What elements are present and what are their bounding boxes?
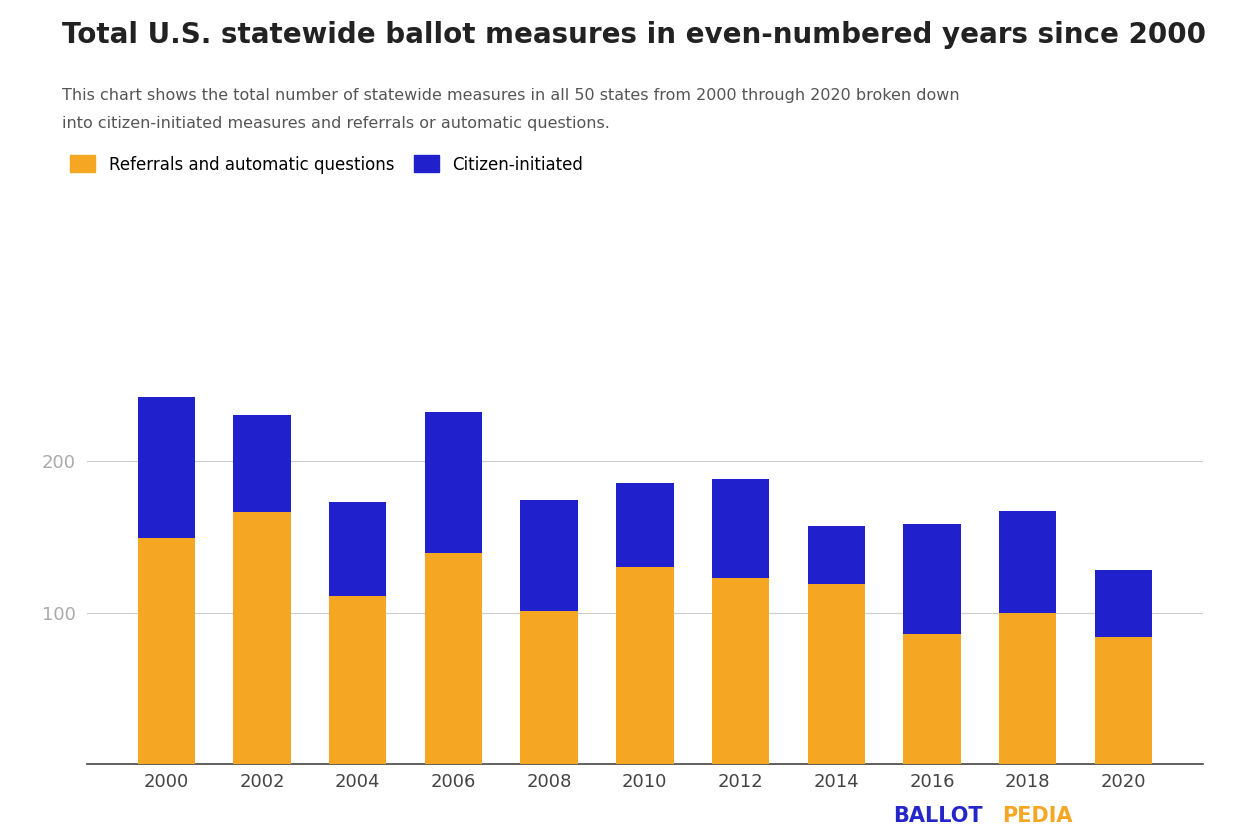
Text: BALLOT: BALLOT — [893, 806, 982, 826]
Bar — [616, 567, 673, 764]
Bar — [138, 397, 195, 538]
Text: into citizen-initiated measures and referrals or automatic questions.: into citizen-initiated measures and refe… — [62, 116, 610, 131]
Bar — [424, 412, 482, 554]
Text: PEDIA: PEDIA — [1002, 806, 1073, 826]
Text: This chart shows the total number of statewide measures in all 50 states from 20: This chart shows the total number of sta… — [62, 88, 960, 103]
Bar — [521, 500, 578, 611]
Bar — [999, 511, 1056, 612]
Bar — [712, 578, 769, 764]
Bar — [807, 584, 866, 764]
Bar — [999, 612, 1056, 764]
Bar — [1095, 570, 1152, 637]
Bar — [138, 538, 195, 764]
Bar — [712, 479, 769, 578]
Legend: Referrals and automatic questions, Citizen-initiated: Referrals and automatic questions, Citiz… — [71, 155, 583, 174]
Bar — [1095, 637, 1152, 764]
Bar — [329, 596, 387, 764]
Bar — [807, 526, 866, 584]
Bar — [616, 484, 673, 567]
Bar — [424, 554, 482, 764]
Bar — [903, 524, 961, 634]
Bar — [233, 415, 290, 512]
Text: Total U.S. statewide ballot measures in even-numbered years since 2000: Total U.S. statewide ballot measures in … — [62, 21, 1207, 49]
Bar — [903, 634, 961, 764]
Bar — [329, 501, 387, 596]
Bar — [233, 512, 290, 764]
Bar — [521, 611, 578, 764]
